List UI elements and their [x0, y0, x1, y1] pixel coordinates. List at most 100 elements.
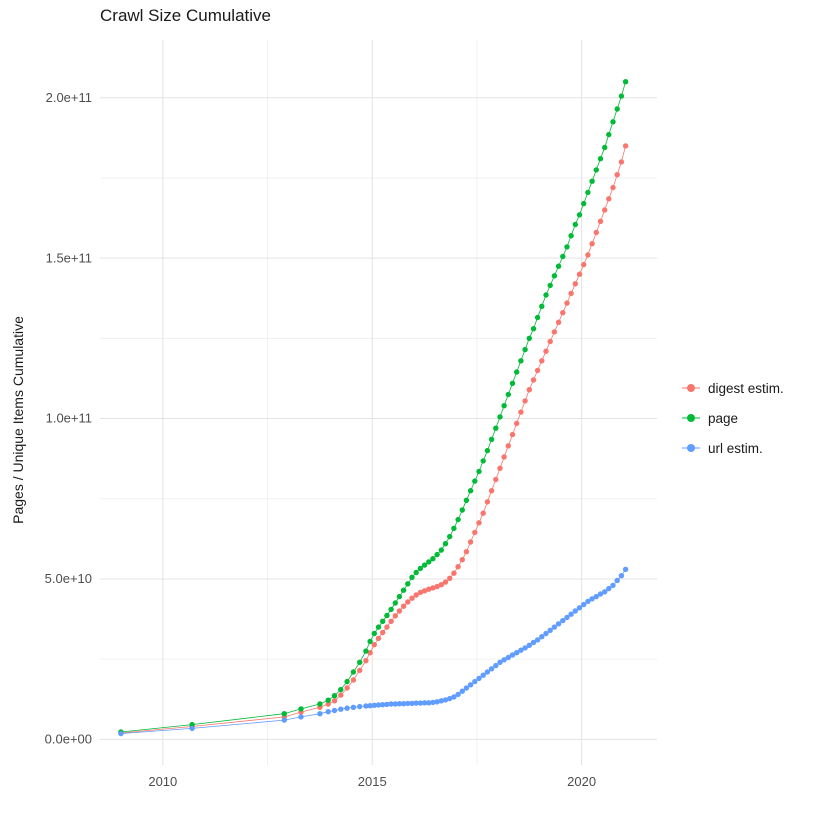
- data-point: [417, 565, 424, 572]
- data-point: [338, 692, 344, 698]
- y-tick-label: 1.5e+11: [46, 250, 92, 265]
- data-point: [480, 510, 486, 516]
- data-point: [396, 608, 403, 614]
- data-point: [325, 709, 331, 715]
- data-point: [118, 730, 124, 737]
- data-point: [400, 587, 407, 593]
- data-point: [388, 606, 394, 613]
- data-point: [547, 282, 553, 289]
- data-point: [350, 677, 357, 683]
- data-point: [509, 431, 516, 438]
- data-point: [189, 721, 195, 728]
- data-point: [576, 605, 583, 611]
- data-point: [438, 547, 444, 553]
- data-point: [534, 367, 541, 374]
- data-point: [547, 338, 553, 345]
- legend-key-page-icon: [682, 414, 700, 422]
- data-point: [560, 253, 566, 260]
- data-point: [585, 189, 591, 196]
- data-point: [371, 702, 377, 708]
- data-point: [568, 290, 574, 297]
- data-point: [417, 589, 424, 596]
- data-point: [421, 700, 428, 706]
- data-point: [396, 593, 403, 600]
- data-point: [518, 409, 524, 415]
- data-point: [325, 697, 331, 703]
- data-point: [451, 525, 457, 531]
- data-point: [501, 454, 507, 460]
- data-point: [602, 207, 608, 213]
- y-tick-label: 0.0e+00: [45, 731, 92, 746]
- data-point: [501, 403, 507, 409]
- data-point: [497, 414, 503, 420]
- data-point: [451, 570, 457, 576]
- data-point: [476, 520, 482, 526]
- data-point: [380, 629, 386, 636]
- data-point: [472, 478, 478, 484]
- data-point: [375, 702, 382, 708]
- data-point: [467, 488, 474, 494]
- data-point: [338, 706, 344, 712]
- data-point: [522, 346, 528, 353]
- data-point: [597, 156, 604, 162]
- data-point: [400, 603, 407, 609]
- data-point: [551, 329, 558, 335]
- data-point: [526, 335, 532, 341]
- data-point: [380, 702, 386, 708]
- data-point: [325, 701, 331, 707]
- data-point: [281, 711, 287, 717]
- data-point: [434, 551, 440, 558]
- x-tick-label: 2020: [567, 774, 596, 789]
- data-point: [610, 582, 616, 589]
- data-point: [367, 638, 373, 645]
- data-point: [572, 608, 578, 614]
- legend-entry-page: page: [680, 407, 784, 429]
- data-point: [522, 398, 528, 404]
- data-point: [442, 541, 449, 547]
- data-point: [480, 458, 486, 464]
- data-point: [463, 497, 470, 503]
- data-point: [357, 667, 363, 674]
- data-point: [371, 642, 377, 648]
- data-point: [380, 618, 386, 624]
- data-point: [543, 630, 549, 637]
- data-point: [317, 701, 323, 707]
- data-point: [505, 443, 511, 449]
- data-point: [614, 577, 620, 584]
- legend-key-url-estim-icon: [682, 444, 700, 452]
- data-point: [509, 380, 516, 386]
- data-point: [606, 196, 612, 202]
- data-point: [505, 391, 511, 398]
- data-point: [547, 627, 553, 633]
- data-point: [618, 93, 625, 99]
- data-point: [610, 119, 616, 125]
- data-point: [405, 700, 411, 707]
- data-point: [421, 562, 428, 568]
- data-point: [622, 143, 629, 149]
- data-point: [493, 425, 499, 431]
- data-point: [610, 184, 616, 191]
- data-point: [455, 564, 461, 570]
- data-point: [392, 701, 398, 707]
- data-point: [298, 706, 304, 712]
- data-point: [522, 645, 528, 651]
- data-point: [618, 573, 625, 579]
- data-point: [476, 675, 482, 682]
- data-point: [371, 630, 377, 637]
- data-point: [363, 648, 369, 654]
- data-point: [597, 218, 604, 224]
- data-point: [189, 725, 195, 732]
- data-point: [331, 693, 338, 699]
- legend-label-url-estim: url estim.: [708, 440, 763, 456]
- data-point: [568, 611, 574, 617]
- data-point: [564, 244, 570, 250]
- data-point: [384, 612, 390, 619]
- data-point: [384, 624, 390, 630]
- data-point: [413, 592, 419, 598]
- data-point: [564, 300, 570, 306]
- data-point: [459, 557, 465, 563]
- data-point: [534, 637, 541, 643]
- data-point: [488, 488, 495, 494]
